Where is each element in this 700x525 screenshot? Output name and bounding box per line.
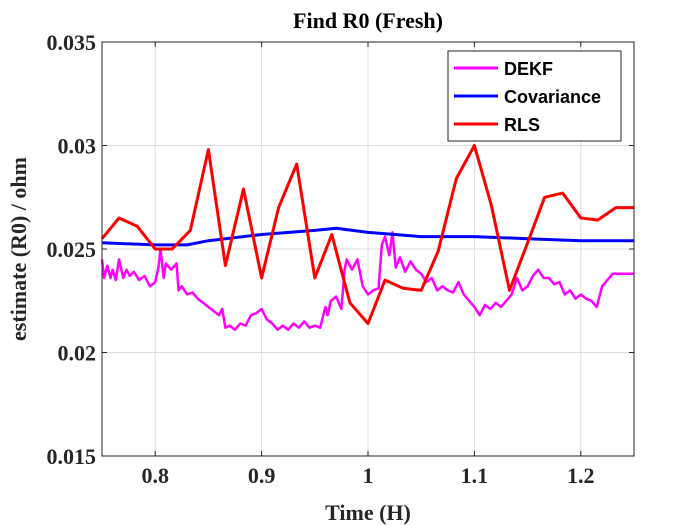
x-tick-label: 1	[363, 463, 374, 488]
series-line-dekf	[100, 231, 634, 331]
x-tick-label: 1.2	[567, 463, 595, 488]
ticks: 0.8 0.9 1 1.1 1.2 0.015 0.02 0.025 0.03 0.035	[47, 30, 634, 488]
y-tick-label: 0.02	[58, 341, 97, 366]
x-tick-label: 0.8	[141, 463, 169, 488]
y-tick-label: 0.025	[47, 237, 97, 262]
legend-label-rls: RLS	[504, 115, 540, 135]
legend-label-dekf: DEKF	[504, 59, 553, 79]
x-tick-label: 0.9	[248, 463, 276, 488]
series-layer	[100, 144, 634, 331]
chart-title: Find R0 (Fresh)	[293, 8, 443, 33]
y-tick-label: 0.03	[58, 134, 97, 159]
legend-label-covariance: Covariance	[504, 87, 601, 107]
series-line-rls	[100, 144, 634, 325]
x-axis-label: Time (H)	[325, 500, 411, 525]
y-tick-label: 0.015	[47, 444, 97, 469]
y-tick-label: 0.035	[47, 30, 97, 55]
legend: DEKF Covariance RLS	[447, 50, 622, 142]
x-tick-label: 1.1	[461, 463, 489, 488]
y-axis-label: estimate (R0) / ohm	[6, 157, 31, 341]
